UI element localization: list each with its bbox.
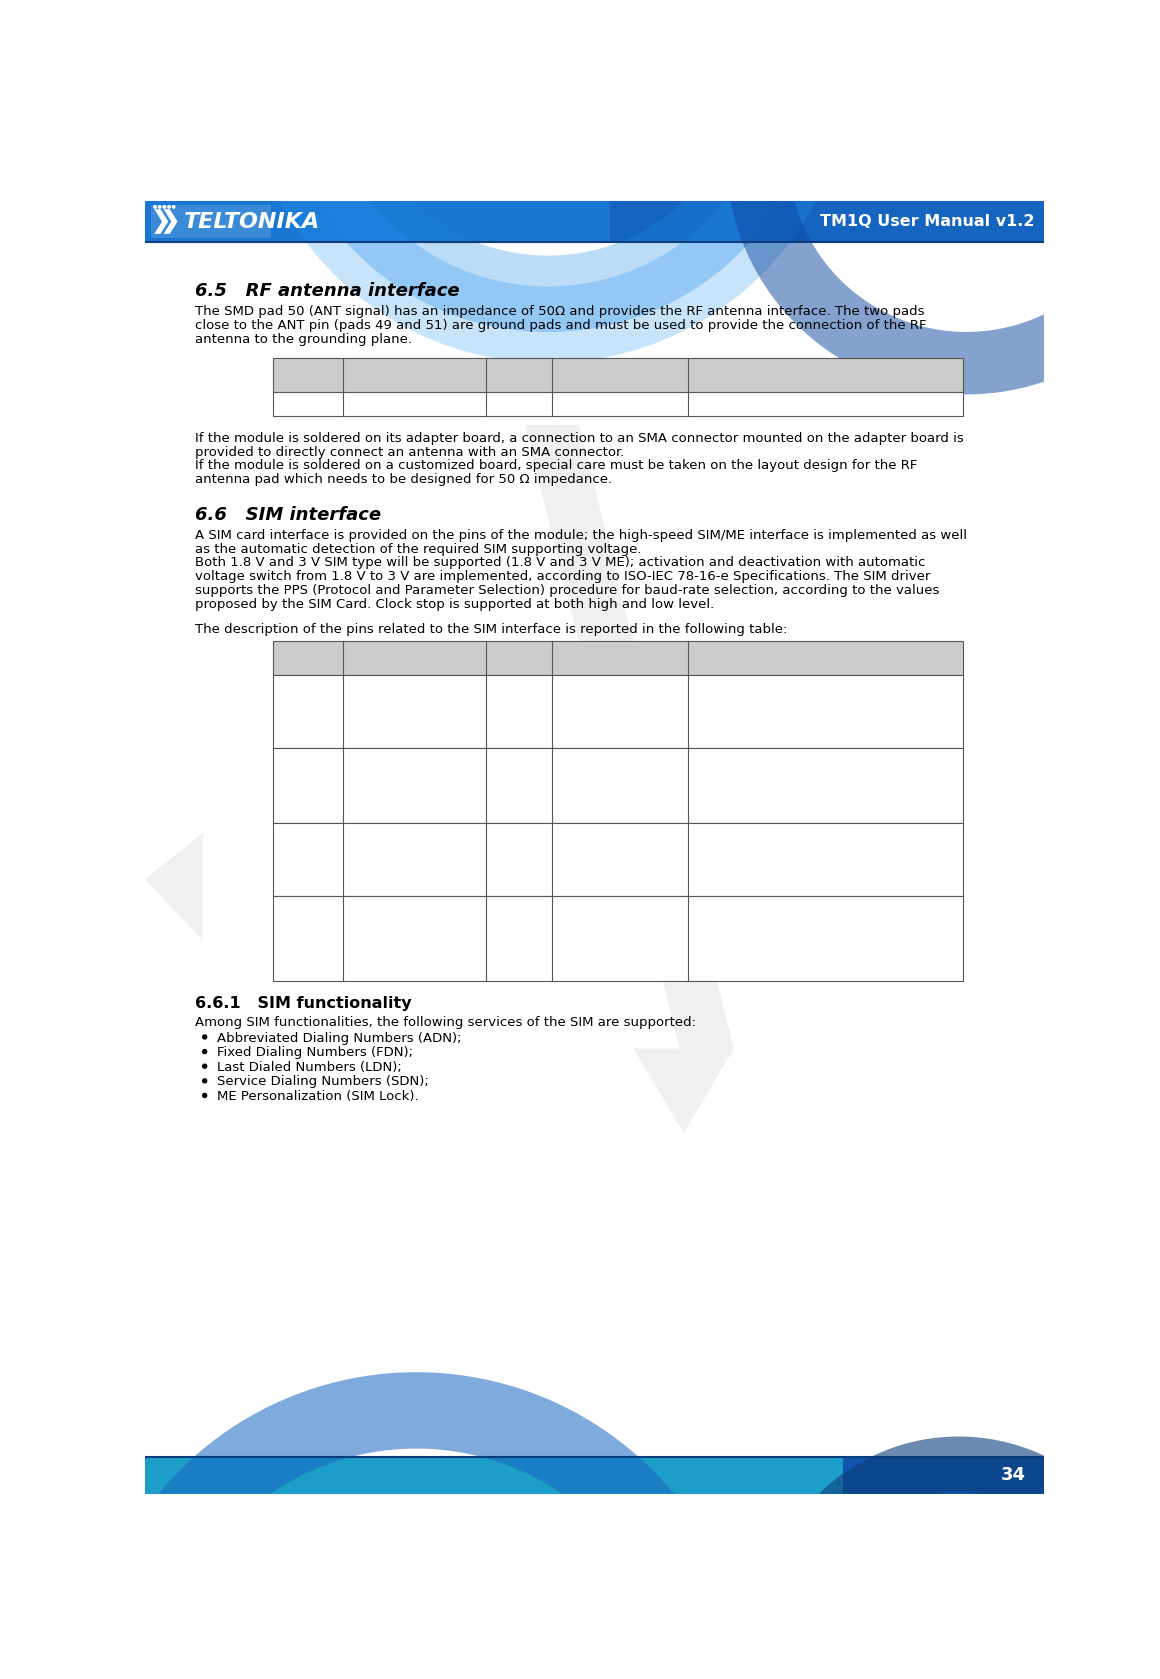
- Bar: [145, 1457, 842, 1494]
- Polygon shape: [524, 425, 734, 1048]
- Text: 6.6   SIM interface: 6.6 SIM interface: [195, 505, 382, 524]
- Bar: [273, 391, 963, 416]
- Text: Abbreviated Dialing Numbers (ADN);: Abbreviated Dialing Numbers (ADN);: [217, 1031, 462, 1044]
- Text: SIM_RST: SIM_RST: [386, 853, 442, 866]
- Text: The SMD pad 50 (ANT signal) has an impedance of 50Ω and provides the RF antenna : The SMD pad 50 (ANT signal) has an imped…: [195, 306, 925, 319]
- Text: 50: 50: [299, 398, 317, 410]
- Polygon shape: [154, 210, 168, 233]
- Text: Remarks: Remarks: [792, 651, 857, 665]
- Text: SIM_CLK: SIM_CLK: [386, 705, 442, 719]
- Text: I/O: I/O: [509, 398, 528, 410]
- Circle shape: [158, 205, 161, 208]
- Text: Fixed Dialing Numbers (FDN);: Fixed Dialing Numbers (FDN);: [217, 1046, 413, 1059]
- Text: antenna pad which needs to be designed for 50 Ω impedance.: antenna pad which needs to be designed f…: [195, 473, 612, 487]
- Bar: [842, 1457, 1044, 1494]
- Text: close to the ANT pin (pads 49 and 51) are ground pads and must be used to provid: close to the ANT pin (pads 49 and 51) ar…: [195, 319, 927, 332]
- Text: Both 1.8 V and 3 V SIM type will be supported (1.8 V and 3 V ME); activation and: Both 1.8 V and 3 V SIM type will be supp…: [195, 556, 926, 569]
- Bar: [273, 358, 963, 391]
- Bar: [273, 675, 963, 749]
- Text: 39: 39: [299, 705, 317, 719]
- Circle shape: [202, 1078, 208, 1083]
- Text: VSIM = 1.80 V typical
if SIM card = 1.8V type
or
VSIM = 2.85 V typical
if SIM ca: VSIM = 1.80 V typical if SIM card = 1.8V…: [748, 902, 901, 975]
- Text: 6.5   RF antenna interface: 6.5 RF antenna interface: [195, 282, 461, 301]
- Bar: [273, 749, 963, 823]
- Text: Among SIM functionalities, the following services of the SIM are supported:: Among SIM functionalities, the following…: [195, 1016, 696, 1029]
- Circle shape: [167, 205, 171, 208]
- Text: O: O: [514, 705, 524, 719]
- Bar: [273, 897, 963, 981]
- Text: 50Ω nominal impedance: 50Ω nominal impedance: [744, 398, 907, 410]
- Text: SIM interface
voltage domain.
Output driver class E.
PU/PD class B.
Value at res: SIM interface voltage domain. Output dri…: [753, 675, 897, 749]
- Text: ME Personalization (SIM Lock).: ME Personalization (SIM Lock).: [217, 1090, 419, 1103]
- Text: TM1Q
Signal Name: TM1Q Signal Name: [368, 645, 462, 672]
- Text: A SIM card interface is provided on the pins of the module; the high-speed SIM/M: A SIM card interface is provided on the …: [195, 529, 967, 542]
- Text: SIM supply output: SIM supply output: [559, 932, 680, 945]
- Circle shape: [202, 1034, 208, 1039]
- Text: TELTONIKA: TELTONIKA: [183, 212, 320, 232]
- Circle shape: [172, 205, 175, 208]
- Text: O: O: [514, 932, 524, 945]
- Text: Function: Function: [587, 368, 652, 381]
- Text: SIM reset: SIM reset: [589, 853, 651, 866]
- Polygon shape: [145, 833, 203, 940]
- Polygon shape: [633, 1048, 734, 1133]
- Text: 42: 42: [299, 932, 317, 945]
- Text: I/O: I/O: [509, 779, 528, 792]
- Circle shape: [153, 205, 157, 208]
- Text: SIM_IO: SIM_IO: [392, 779, 436, 792]
- Text: TM1Q User Manual v1.2: TM1Q User Manual v1.2: [820, 213, 1035, 228]
- Text: SIM_VCC: SIM_VCC: [385, 932, 443, 945]
- Text: provided to directly connect an antenna with an SMA connector.: provided to directly connect an antenna …: [195, 445, 625, 458]
- Text: 6.6.1   SIM functionality: 6.6.1 SIM functionality: [195, 996, 412, 1011]
- Text: Service Dialing Numbers (SDN);: Service Dialing Numbers (SDN);: [217, 1076, 429, 1088]
- Bar: [273, 641, 963, 675]
- Text: TM1Q
I/O: TM1Q I/O: [498, 361, 541, 390]
- Text: 40: 40: [299, 779, 317, 792]
- Text: If the module is soldered on a customized board, special care must be taken on t: If the module is soldered on a customize…: [195, 460, 918, 472]
- Bar: [273, 823, 963, 897]
- Circle shape: [162, 205, 166, 208]
- Text: SIM data: SIM data: [590, 779, 648, 792]
- Text: SIM interface
voltage domain.
Output driver class E.
PU/PD class B.
Value at res: SIM interface voltage domain. Output dri…: [753, 749, 897, 823]
- Text: as the automatic detection of the required SIM supporting voltage.: as the automatic detection of the requir…: [195, 542, 641, 556]
- Text: voltage switch from 1.8 V to 3 V are implemented, according to ISO-IEC 78-16-e S: voltage switch from 1.8 V to 3 V are imp…: [195, 571, 930, 583]
- Text: antenna to the grounding plane.: antenna to the grounding plane.: [195, 332, 412, 346]
- Text: If the module is soldered on its adapter board, a connection to an SMA connector: If the module is soldered on its adapter…: [195, 432, 964, 445]
- Text: SIM clock: SIM clock: [588, 705, 651, 719]
- Bar: [145, 201, 1044, 242]
- Text: 34: 34: [1000, 1466, 1025, 1484]
- Circle shape: [202, 1093, 208, 1098]
- Text: PIN
#: PIN #: [295, 645, 320, 672]
- Text: SIM interface
voltage domain.
Output driver class E.
PU/PD class B.
Value at res: SIM interface voltage domain. Output dri…: [753, 823, 897, 897]
- Text: TM1Q
Signal Name: TM1Q Signal Name: [368, 361, 462, 390]
- Text: supports the PPS (Protocol and Parameter Selection) procedure for baud-rate sele: supports the PPS (Protocol and Parameter…: [195, 584, 940, 598]
- Bar: [145, 201, 610, 242]
- Text: The description of the pins related to the SIM interface is reported in the foll: The description of the pins related to t…: [195, 623, 788, 636]
- Text: Function: Function: [587, 651, 652, 665]
- Text: O: O: [514, 853, 524, 866]
- Polygon shape: [164, 210, 177, 233]
- Text: RF antenna: RF antenna: [581, 398, 658, 410]
- FancyBboxPatch shape: [151, 205, 271, 238]
- Text: Last Dialed Numbers (LDN);: Last Dialed Numbers (LDN);: [217, 1061, 401, 1075]
- Text: proposed by the SIM Card. Clock stop is supported at both high and low level.: proposed by the SIM Card. Clock stop is …: [195, 598, 715, 611]
- Circle shape: [202, 1049, 208, 1054]
- Text: PIN
#: PIN #: [295, 361, 320, 390]
- Text: Remarks: Remarks: [792, 368, 857, 381]
- Text: TM1Q
I/O: TM1Q I/O: [498, 645, 541, 672]
- Circle shape: [202, 1063, 208, 1070]
- Text: ANT: ANT: [401, 398, 428, 410]
- Text: 41: 41: [299, 853, 317, 866]
